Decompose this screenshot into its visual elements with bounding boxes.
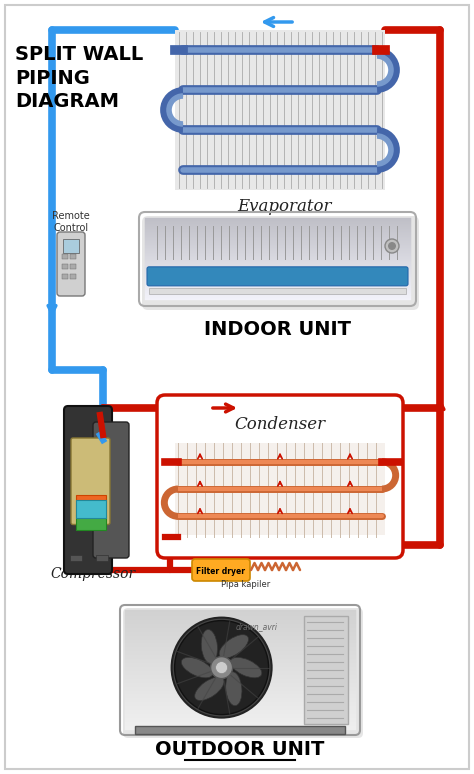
FancyBboxPatch shape <box>192 559 250 581</box>
Circle shape <box>385 239 399 253</box>
Text: OUTDOOR UNIT: OUTDOOR UNIT <box>155 740 325 759</box>
FancyBboxPatch shape <box>142 216 419 310</box>
Ellipse shape <box>226 672 242 706</box>
Ellipse shape <box>201 629 218 663</box>
Circle shape <box>388 242 396 250</box>
Circle shape <box>216 662 228 673</box>
Bar <box>135 726 345 734</box>
FancyBboxPatch shape <box>147 267 408 286</box>
Ellipse shape <box>182 657 213 678</box>
Text: Compressor: Compressor <box>50 567 136 581</box>
Text: INDOOR UNIT: INDOOR UNIT <box>204 320 352 339</box>
Bar <box>62 274 68 279</box>
Circle shape <box>172 618 272 717</box>
FancyBboxPatch shape <box>71 438 110 525</box>
FancyBboxPatch shape <box>57 232 85 296</box>
Text: SPLIT WALL
PIPING
DIAGRAM: SPLIT WALL PIPING DIAGRAM <box>15 45 143 111</box>
Bar <box>76 500 106 518</box>
Ellipse shape <box>230 657 262 678</box>
Bar <box>70 555 82 561</box>
Bar <box>62 254 68 259</box>
Bar <box>175 443 385 535</box>
Text: Filter dryer: Filter dryer <box>197 567 246 576</box>
Bar <box>304 616 348 724</box>
Bar <box>70 274 76 279</box>
Text: Remote
Control: Remote Control <box>52 211 90 233</box>
Text: drawn_avri: drawn_avri <box>236 622 278 631</box>
Bar <box>70 254 76 259</box>
Bar <box>149 288 406 294</box>
Bar <box>62 264 68 269</box>
Bar <box>175 30 385 190</box>
Ellipse shape <box>195 677 224 700</box>
Bar <box>76 495 106 515</box>
FancyBboxPatch shape <box>123 608 363 738</box>
FancyBboxPatch shape <box>157 395 403 558</box>
Bar <box>63 239 79 253</box>
Circle shape <box>174 621 269 714</box>
FancyBboxPatch shape <box>64 406 112 574</box>
FancyBboxPatch shape <box>93 422 129 558</box>
Bar <box>96 555 108 561</box>
Circle shape <box>210 656 233 679</box>
Text: Pipa kapiler: Pipa kapiler <box>221 580 271 589</box>
Ellipse shape <box>219 635 248 658</box>
Text: Evaporator: Evaporator <box>238 198 332 215</box>
Bar <box>70 264 76 269</box>
Text: Condenser: Condenser <box>235 416 326 433</box>
Bar <box>76 515 106 530</box>
